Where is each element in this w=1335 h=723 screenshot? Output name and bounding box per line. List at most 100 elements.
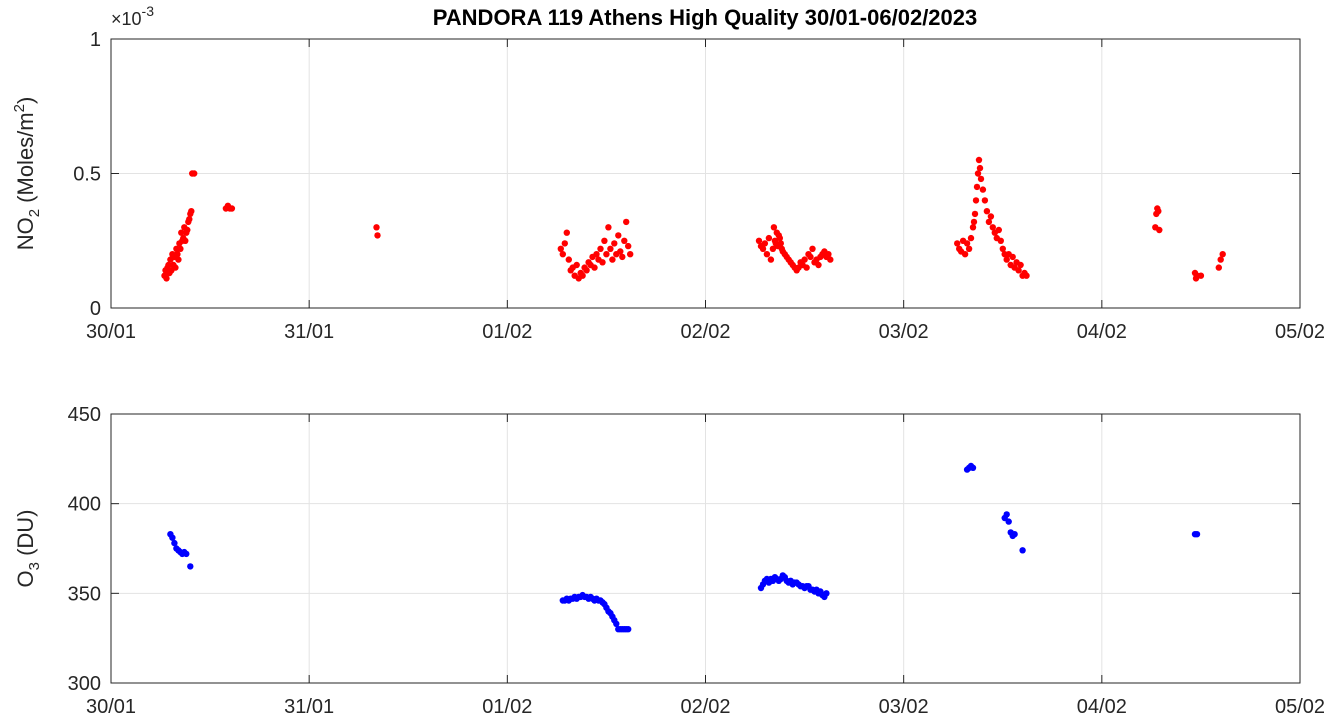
data-point [763, 251, 771, 258]
data-point [761, 240, 769, 247]
data-point [621, 237, 628, 244]
data-point [609, 256, 616, 263]
data-point [583, 267, 590, 274]
data-point [972, 197, 980, 204]
y-tick-label: 350 [68, 583, 101, 605]
data-point [165, 261, 172, 269]
data-point [987, 213, 995, 220]
data-point [1023, 272, 1030, 279]
x-tick-label: 05/02 [1275, 321, 1325, 343]
data-point [619, 253, 626, 261]
data-point [599, 259, 606, 266]
data-point [591, 264, 598, 271]
data-point [979, 186, 987, 193]
data-point [975, 156, 983, 164]
data-point [1011, 531, 1018, 538]
data-point [961, 251, 969, 258]
data-point [605, 224, 612, 231]
data-point [1015, 267, 1022, 274]
data-point [627, 251, 634, 258]
data-point [983, 208, 991, 215]
data-point [187, 563, 194, 570]
data-point [963, 240, 971, 247]
x-tick-label: 03/02 [879, 321, 929, 343]
data-point [954, 240, 961, 247]
data-point [373, 224, 380, 231]
y-tick-label: 0.5 [73, 164, 101, 186]
data-point [174, 251, 181, 258]
o3-panel: 30/01 31/01 01/02 02/02 03/02 04/02 05/02 300 35… [13, 404, 1325, 718]
data-point [974, 170, 982, 177]
data-point [973, 183, 981, 191]
data-point [175, 256, 182, 263]
data-point [617, 248, 624, 255]
data-point [559, 251, 566, 258]
data-point [999, 245, 1006, 252]
data-point [611, 240, 618, 247]
data-point [765, 234, 773, 242]
data-point [1003, 256, 1010, 263]
chart-title: PANDORA 119 Athens High Quality 30/01-06… [433, 5, 978, 30]
data-point [374, 232, 381, 239]
data-point [767, 256, 775, 263]
data-point [597, 245, 604, 252]
data-point [1217, 256, 1224, 263]
data-point [1197, 272, 1205, 279]
data-point [607, 245, 614, 252]
data-point [801, 256, 808, 263]
x-tick-label: 31/01 [284, 321, 334, 343]
data-point [625, 626, 632, 633]
data-point [1215, 264, 1223, 271]
data-point [579, 272, 586, 279]
data-point [807, 253, 814, 261]
data-point [815, 261, 822, 269]
data-point [561, 240, 568, 247]
data-point [184, 226, 191, 234]
data-point [601, 237, 608, 244]
data-point [172, 264, 179, 271]
x-tick-label: 01/02 [482, 321, 532, 343]
data-point [183, 550, 190, 558]
x-tick-label: 04/02 [1077, 696, 1127, 718]
y-tick-label: 400 [68, 494, 101, 516]
data-point [1005, 518, 1012, 525]
x-tick-label: 04/02 [1077, 321, 1127, 343]
data-point [1156, 226, 1163, 234]
data-point [976, 164, 984, 172]
data-point [965, 245, 973, 252]
y-axis-label: NO2 (Moles/m2) [11, 97, 43, 251]
no2-panel: 30/01 31/01 01/02 02/02 03/02 04/02 05/02 0 0.5 1… [11, 3, 1325, 343]
data-point [557, 245, 564, 252]
y-tick-label: 0 [90, 298, 101, 320]
y-exponent-label: ×10-3 [111, 3, 154, 29]
data-point [995, 226, 1002, 234]
data-point [997, 237, 1004, 244]
data-point [615, 232, 622, 239]
data-point [971, 210, 979, 218]
data-point [191, 170, 198, 177]
data-point [186, 216, 193, 223]
data-point [809, 245, 816, 252]
data-point [1009, 253, 1016, 261]
x-tick-label: 01/02 [482, 696, 532, 718]
x-tick-label: 02/02 [680, 321, 730, 343]
data-point [970, 218, 978, 226]
data-point [777, 240, 784, 247]
data-point [1019, 547, 1026, 554]
x-tick-label: 31/01 [284, 696, 334, 718]
data-point [1017, 261, 1024, 269]
data-point [625, 242, 632, 250]
data-point [1193, 531, 1201, 538]
data-point [188, 208, 195, 215]
data-point [825, 251, 832, 258]
data-point [182, 237, 189, 244]
data-point [755, 237, 763, 244]
data-point [769, 245, 777, 252]
y-axis-label: O3 (DU) [13, 509, 43, 587]
x-tick-label: 03/02 [879, 696, 929, 718]
data-point [776, 234, 783, 242]
data-point [563, 229, 570, 236]
data-point [969, 224, 977, 231]
data-point [171, 539, 178, 547]
